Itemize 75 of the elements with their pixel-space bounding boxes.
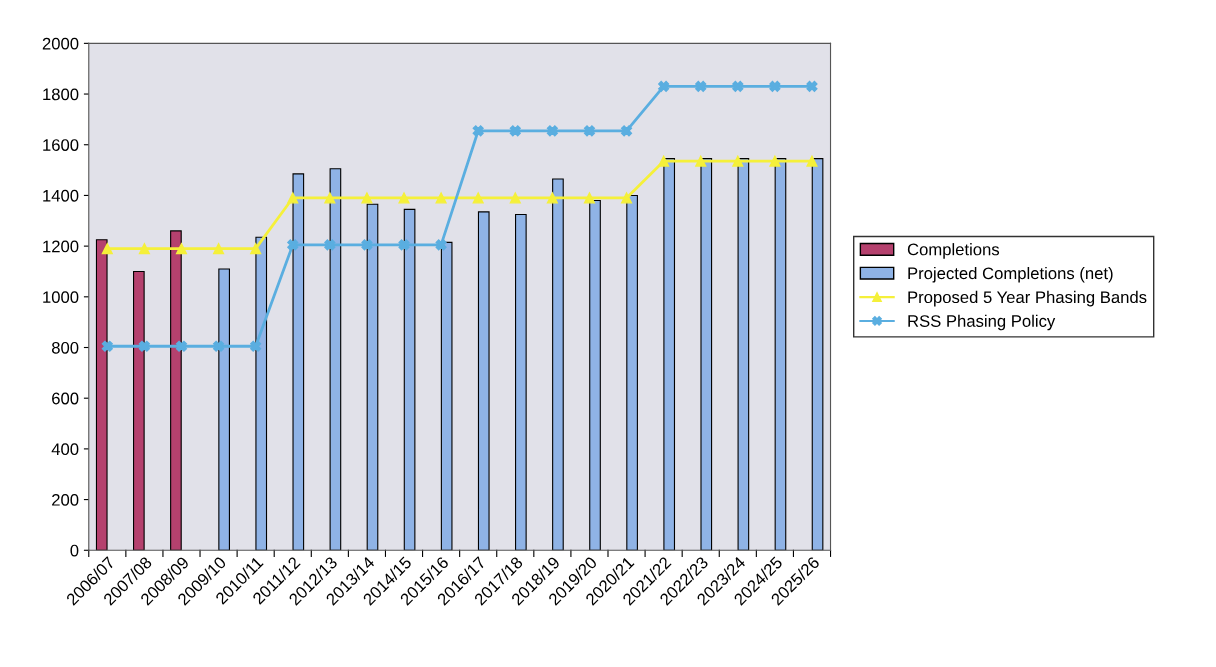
point <box>213 340 225 352</box>
point <box>806 80 818 92</box>
point <box>620 192 633 204</box>
point <box>361 239 373 251</box>
point <box>695 80 707 92</box>
bar <box>552 178 564 551</box>
point <box>546 125 558 137</box>
bar <box>737 158 750 551</box>
bar <box>626 194 638 551</box>
point <box>101 340 113 352</box>
bar <box>95 239 108 551</box>
bar <box>329 168 342 551</box>
bar <box>515 213 527 551</box>
y-tick-label: 1000 <box>43 291 79 304</box>
bar <box>292 173 305 551</box>
bar <box>218 268 230 551</box>
point <box>732 80 744 92</box>
point <box>324 239 336 251</box>
point <box>398 192 410 204</box>
point <box>769 155 781 167</box>
point <box>658 155 670 167</box>
point <box>583 125 596 137</box>
bar <box>366 203 379 551</box>
point <box>435 239 447 251</box>
point <box>398 239 410 251</box>
bar <box>700 158 713 551</box>
point <box>732 155 744 167</box>
point <box>138 243 150 255</box>
y-tick-label: 0 <box>70 544 79 557</box>
bar <box>774 158 787 551</box>
point <box>509 192 521 204</box>
point <box>250 340 262 352</box>
point <box>472 192 484 204</box>
legend-label: Proposed 5 Year Phasing Bands <box>908 290 1147 307</box>
point <box>213 243 225 255</box>
point <box>435 192 447 204</box>
point <box>175 243 188 255</box>
point <box>324 192 336 204</box>
point <box>175 340 188 352</box>
point <box>583 192 596 204</box>
y-tick-label: 800 <box>51 341 79 354</box>
point <box>695 155 707 167</box>
bar <box>132 270 145 551</box>
y-tick-label: 1200 <box>43 240 79 253</box>
point <box>101 243 113 255</box>
point <box>546 192 558 204</box>
y-tick-label: 1800 <box>43 88 79 101</box>
bar <box>440 241 453 551</box>
point <box>361 192 373 204</box>
point <box>287 192 299 204</box>
bar <box>403 208 416 551</box>
point <box>658 80 670 92</box>
y-tick-label: 400 <box>51 443 79 456</box>
bar <box>255 236 268 551</box>
bar <box>477 211 490 551</box>
y-tick-label: 600 <box>52 392 79 405</box>
point <box>287 239 299 251</box>
point <box>472 125 484 137</box>
y-tick-label: 2000 <box>42 37 79 50</box>
point <box>620 125 633 137</box>
legend-label: Completions <box>907 243 1000 259</box>
point <box>806 155 818 167</box>
legend-label: Projected Completions (net) <box>908 266 1113 283</box>
point <box>138 340 150 352</box>
y-tick-label: 1600 <box>43 139 79 151</box>
bar <box>170 230 182 551</box>
y-tick-label: 200 <box>52 493 79 506</box>
y-tick-label: 1400 <box>43 189 79 202</box>
legend-label: RSS Phasing Policy <box>908 314 1056 331</box>
point <box>509 125 521 137</box>
bar <box>811 158 824 551</box>
point <box>250 243 262 255</box>
bar <box>663 158 676 551</box>
point <box>769 80 781 92</box>
bar <box>589 199 601 551</box>
